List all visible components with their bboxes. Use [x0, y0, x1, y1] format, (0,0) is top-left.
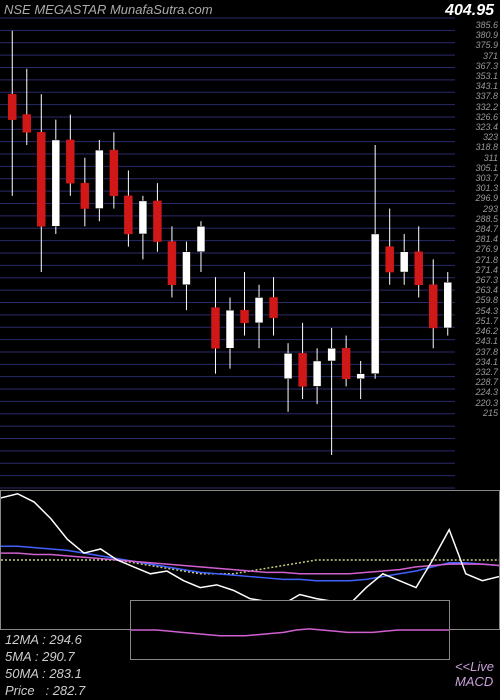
- stats-box: 12MA : 294.6 5MA : 290.7 50MA : 283.1 Pr…: [5, 632, 85, 700]
- y-axis-labels: 385.6380.9375.9371367.3353.1343.1337.833…: [475, 20, 498, 418]
- indicator-sub-svg: [131, 601, 451, 661]
- chart-container: NSE MEGASTAR MunafaSutra.com 404.95 385.…: [0, 0, 500, 700]
- candlestick-chart: [0, 0, 500, 490]
- ma50-row: 50MA : 283.1: [5, 666, 85, 683]
- price-row: Price : 282.7: [5, 683, 85, 700]
- ma5-row: 5MA : 290.7: [5, 649, 85, 666]
- ma12-row: 12MA : 294.6: [5, 632, 85, 649]
- live-macd-label: <<Live MACD: [455, 659, 494, 690]
- indicator-sub-panel: [130, 600, 450, 660]
